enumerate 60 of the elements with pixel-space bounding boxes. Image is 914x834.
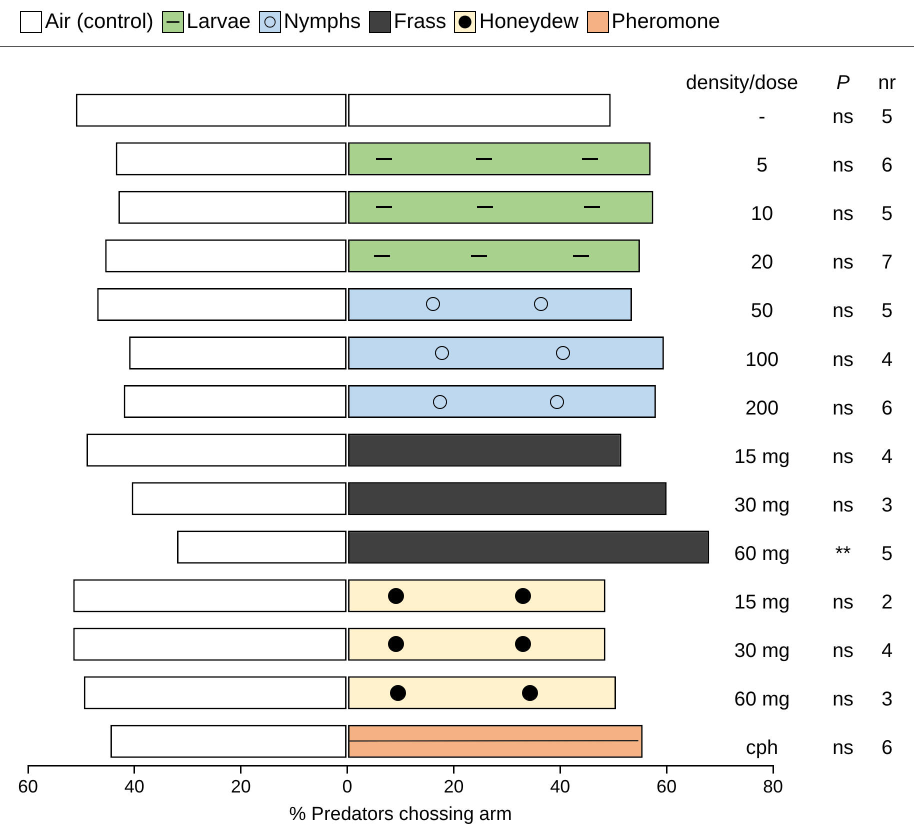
x-axis-title: % Predators chossing arm	[289, 804, 512, 825]
y-tick-label: 10	[750, 203, 774, 226]
text: 5	[881, 542, 893, 565]
y-tick-label: 30 mg	[734, 640, 790, 662]
legend-label: Frass	[394, 10, 446, 34]
text: 6	[881, 737, 893, 760]
text: ns	[832, 203, 854, 226]
y-tick-label: 60 mg	[734, 542, 790, 565]
x-tick-label: 60	[18, 776, 38, 796]
text: Air (control)	[45, 10, 154, 34]
text: ns	[832, 640, 854, 662]
text: ns	[832, 106, 854, 128]
legend-label: Nymphs	[284, 10, 361, 34]
text: ns	[832, 494, 854, 516]
text: 4	[881, 446, 893, 468]
text: ns	[832, 688, 854, 711]
x-tick-label: 60	[656, 776, 677, 796]
text: **	[835, 542, 851, 565]
text: ns	[832, 252, 854, 274]
y-tick-label: 20	[750, 252, 774, 274]
x-tick-label: 40	[550, 776, 570, 796]
text: ns	[832, 348, 854, 371]
x-tick-label: 0	[342, 776, 352, 796]
y-tick-label: 15 mg	[734, 446, 790, 468]
y-tick-label: 30 mg	[734, 494, 790, 516]
text: nr	[878, 72, 896, 94]
text: 4	[881, 640, 893, 662]
text: P	[836, 72, 850, 94]
legend-label: Pheromone	[612, 10, 720, 34]
y-tick-label: 200	[745, 397, 779, 420]
x-tick-label: 40	[124, 776, 144, 796]
x-tick-label: 20	[230, 776, 251, 796]
text: ns	[832, 591, 854, 614]
text: 6	[881, 154, 893, 177]
text: ns	[832, 737, 854, 760]
text: ns	[832, 397, 854, 420]
text: ns	[832, 300, 854, 322]
x-tick-label: 20	[444, 776, 464, 796]
text: 4	[881, 348, 893, 371]
text: ns	[832, 446, 854, 468]
annotation: density/dose	[686, 72, 798, 94]
text: 2	[881, 591, 893, 614]
legend-label: Larvae	[186, 10, 251, 34]
y-tick-label: 5	[756, 154, 768, 177]
y-tick-label: 100	[745, 348, 779, 371]
text: ns	[832, 154, 854, 177]
text: 5	[881, 203, 893, 226]
y-tick-label: 15 mg	[734, 591, 790, 614]
legend-label: Honeydew	[479, 10, 579, 34]
text: 6	[881, 397, 893, 420]
text: 7	[881, 252, 893, 274]
y-tick-label: 60 mg	[734, 688, 790, 711]
x-tick-label: 80	[762, 776, 784, 796]
y-tick-label: cph	[746, 737, 778, 760]
text: 3	[881, 688, 893, 711]
text: 5	[881, 106, 893, 128]
text: 3	[881, 494, 893, 516]
y-tick-label: 50	[750, 300, 774, 322]
y-tick-label: -	[758, 106, 766, 128]
text: 5	[881, 300, 893, 322]
